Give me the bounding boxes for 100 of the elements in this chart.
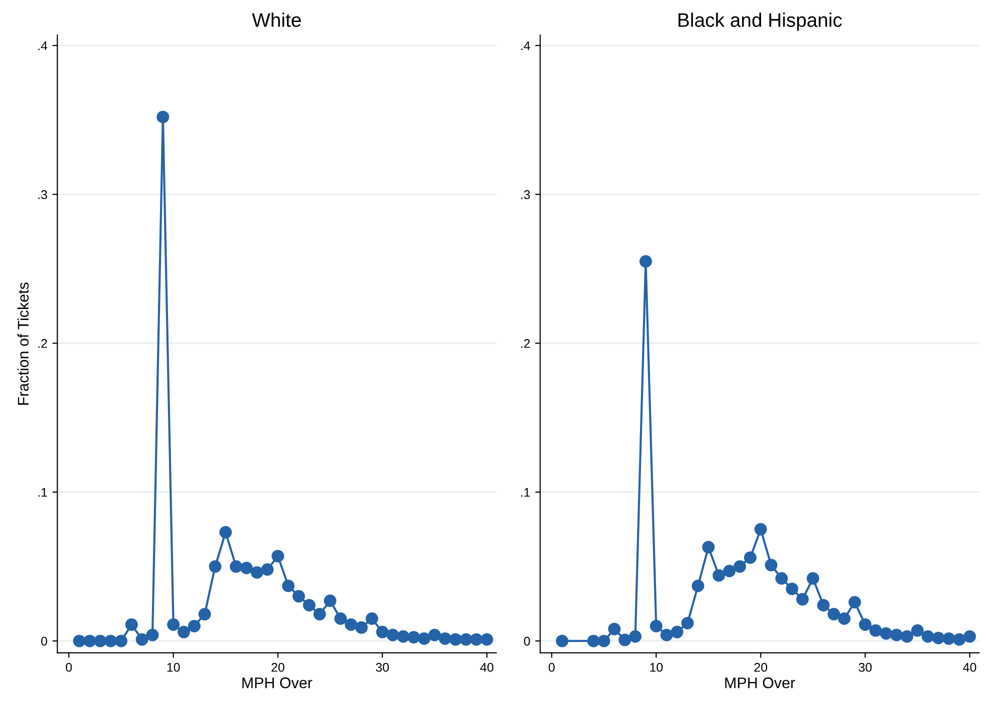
point [796, 593, 809, 606]
point [125, 618, 138, 631]
point [114, 634, 128, 648]
point [292, 590, 306, 603]
point [848, 596, 861, 608]
chart-title: Black and Hispanic [678, 12, 842, 31]
x-tick-label: 10 [650, 662, 663, 672]
point [376, 626, 389, 638]
point [608, 622, 621, 636]
point [880, 627, 892, 640]
point [692, 580, 704, 592]
x-tick-label: 0 [66, 662, 72, 672]
point [344, 618, 358, 631]
point [900, 630, 914, 643]
point [324, 594, 336, 608]
point [366, 612, 378, 625]
x-axis-title: MPH Over [242, 677, 312, 688]
y-tick-label: .1 [521, 488, 530, 497]
point [449, 633, 462, 646]
point [932, 632, 945, 644]
point [188, 620, 201, 632]
point [953, 633, 966, 646]
y-tick-label: 0 [41, 636, 48, 646]
point [890, 628, 903, 642]
x-tick-label: 30 [376, 662, 389, 672]
x-axis-title: MPH Over [725, 677, 796, 688]
point [73, 634, 86, 648]
point [660, 628, 673, 642]
point [240, 562, 253, 574]
point [146, 628, 159, 642]
point [806, 572, 820, 585]
y-tick-label: .4 [521, 41, 530, 50]
y-tick-label: .2 [521, 339, 530, 348]
point [828, 608, 840, 620]
point [261, 563, 274, 576]
point [94, 634, 106, 648]
point [734, 560, 746, 573]
y-tick-label: .2 [38, 339, 48, 348]
point [219, 526, 232, 539]
point [250, 566, 264, 579]
point [230, 560, 242, 573]
point [775, 572, 788, 585]
point [702, 540, 715, 554]
point [438, 632, 452, 645]
point [911, 624, 924, 637]
point [858, 618, 872, 631]
point [869, 624, 882, 637]
point [104, 634, 117, 648]
x-tick-label: 20 [754, 662, 768, 672]
point [156, 110, 170, 124]
point [963, 630, 976, 643]
point [136, 633, 148, 646]
chart-title: White [252, 12, 301, 27]
point [764, 558, 778, 572]
point [480, 633, 494, 646]
point [556, 634, 568, 648]
point [272, 550, 284, 562]
y-tick-label: .4 [38, 41, 48, 50]
point [598, 634, 610, 648]
point [302, 598, 316, 612]
y-tick-label: 0 [524, 636, 530, 646]
point [629, 630, 642, 643]
point [650, 620, 662, 632]
point [84, 634, 96, 648]
point [618, 634, 632, 646]
point [838, 612, 851, 625]
point [313, 608, 326, 620]
point [723, 564, 736, 578]
point [587, 634, 600, 648]
point [208, 560, 222, 573]
point [786, 582, 798, 596]
point [817, 598, 830, 612]
x-tick-label: 10 [167, 662, 180, 672]
point [754, 523, 767, 536]
point [198, 608, 211, 620]
x-tick-label: 40 [963, 662, 976, 672]
point [922, 630, 934, 643]
point [428, 628, 441, 642]
point [942, 632, 956, 645]
point [334, 612, 347, 625]
point [670, 626, 684, 638]
point [418, 632, 430, 645]
point [681, 616, 694, 630]
point [460, 633, 472, 646]
point [470, 633, 483, 646]
point [397, 630, 410, 643]
point [712, 569, 726, 582]
point [639, 255, 652, 268]
y-tick-label: .3 [521, 190, 530, 200]
point [386, 628, 400, 642]
x-tick-label: 30 [858, 662, 872, 672]
point [407, 630, 420, 644]
x-tick-label: 0 [548, 662, 555, 672]
y-axis-title: Fraction of Tickets [17, 282, 29, 405]
point [282, 580, 295, 592]
y-tick-label: .1 [38, 488, 48, 497]
point [355, 621, 368, 634]
x-tick-label: 40 [480, 662, 494, 672]
point [744, 551, 756, 564]
point [167, 618, 180, 631]
